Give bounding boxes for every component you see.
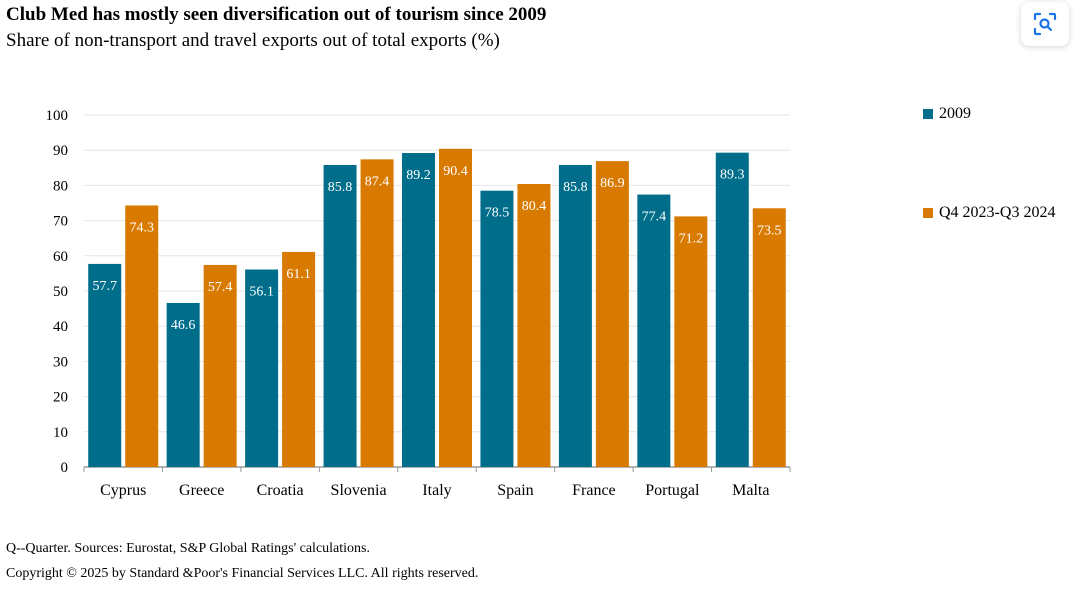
bar: [323, 164, 357, 467]
data-label: 85.8: [328, 180, 353, 195]
x-tick-label: France: [572, 482, 616, 499]
legend-label-q4: Q4 2023-Q3 2024: [939, 204, 1056, 221]
data-label: 85.8: [563, 180, 588, 195]
y-tick-label: 50: [53, 284, 68, 300]
bar: [517, 183, 551, 467]
bar: [439, 148, 472, 468]
y-tick-label: 70: [53, 214, 68, 230]
y-tick-label: 0: [61, 460, 69, 476]
y-tick-label: 60: [53, 249, 68, 265]
data-label: 87.4: [365, 174, 390, 189]
data-label: 73.5: [757, 223, 782, 238]
legend-swatch-q4: [923, 208, 933, 218]
image-search-icon: [1033, 12, 1057, 36]
y-tick-label: 90: [53, 143, 68, 159]
data-label: 46.6: [171, 318, 196, 333]
bar: [360, 159, 394, 468]
y-tick-label: 30: [53, 354, 68, 370]
legend-label-2009: 2009: [939, 105, 971, 122]
y-tick-label: 100: [46, 108, 69, 124]
data-label: 74.3: [129, 220, 154, 235]
x-tick-label: Italy: [422, 482, 451, 499]
legend-swatch-2009: [923, 109, 933, 119]
y-tick-label: 20: [53, 390, 68, 406]
data-label: 57.4: [208, 280, 233, 295]
bar: [752, 208, 786, 467]
chart-subtitle: Share of non-transport and travel export…: [6, 30, 500, 51]
data-label: 78.5: [485, 206, 510, 221]
data-label: 61.1: [286, 267, 311, 282]
footnote: Q--Quarter. Sources: Eurostat, S&P Globa…: [6, 541, 370, 556]
data-label: 89.2: [406, 168, 431, 183]
x-tick-label: Croatia: [257, 482, 304, 499]
x-tick-label: Slovenia: [331, 482, 387, 499]
x-tick-label: Spain: [497, 482, 533, 499]
x-tick-label: Portugal: [645, 482, 700, 499]
data-label: 57.7: [92, 279, 117, 294]
y-tick-label: 40: [53, 319, 68, 335]
bar: [637, 194, 671, 467]
bar: [558, 164, 592, 467]
bar: [595, 161, 629, 467]
data-label: 89.3: [720, 168, 745, 183]
bar: [715, 152, 749, 467]
data-label: 86.9: [600, 176, 625, 191]
x-tick-label: Malta: [732, 482, 769, 499]
bar: [88, 263, 122, 467]
data-label: 56.1: [249, 285, 274, 300]
data-label: 80.4: [522, 199, 547, 214]
bar: [282, 251, 316, 467]
data-label: 77.4: [642, 210, 667, 225]
legend-item-2009: 2009: [923, 105, 971, 123]
x-tick-label: Greece: [179, 482, 224, 499]
bar: [480, 190, 514, 467]
bar: [166, 302, 200, 467]
legend-item-q4: Q4 2023-Q3 2024: [923, 204, 1055, 222]
y-tick-label: 10: [53, 425, 68, 441]
y-tick-label: 80: [53, 178, 68, 194]
bar: [125, 205, 159, 468]
data-label: 90.4: [443, 164, 468, 179]
image-search-button[interactable]: [1021, 2, 1069, 46]
bar: [674, 216, 708, 467]
bar: [203, 264, 237, 467]
chart-title: Club Med has mostly seen diversification…: [6, 4, 547, 25]
x-tick-label: Cyprus: [100, 482, 146, 499]
bar: [245, 269, 279, 467]
bar: [402, 153, 435, 468]
copyright: Copyright © 2025 by Standard &Poor's Fin…: [6, 566, 479, 581]
data-label: 71.2: [679, 231, 704, 246]
